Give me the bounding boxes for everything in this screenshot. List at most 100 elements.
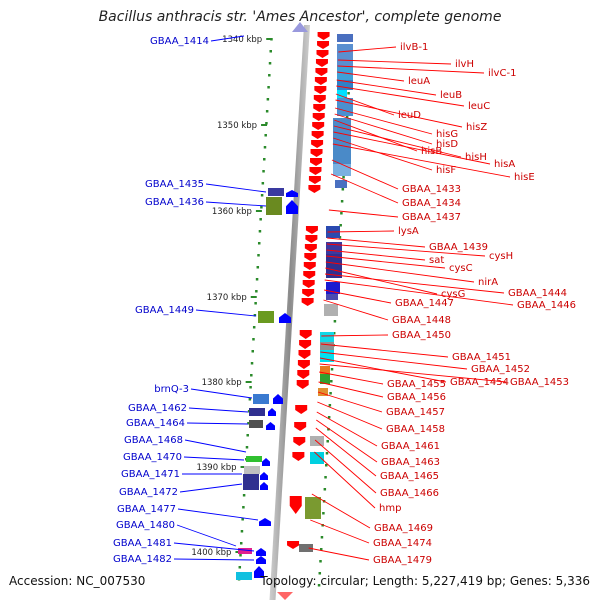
reverse-gene-leader (176, 524, 237, 547)
forward-gene-label: leuB (440, 90, 462, 101)
forward-gene-arrow (297, 360, 310, 369)
forward-gene-arrow (287, 541, 300, 549)
forward-gene-arrow (317, 32, 330, 40)
guide-dot-left (260, 206, 263, 209)
reverse-gene-label: GBAA_1481 (113, 538, 172, 549)
forward-gene-arrow (315, 59, 328, 67)
guide-dot-right (328, 404, 332, 407)
reverse-gene-arrow (259, 518, 271, 526)
forward-gene-label: GBAA_1458 (386, 424, 445, 435)
reverse-gene-arrow (268, 408, 276, 416)
guide-dot-right (324, 476, 327, 479)
forward-gene-label: GBAA_1448 (392, 315, 451, 326)
guide-dot-left (248, 398, 252, 401)
forward-gene-label: hisD (436, 139, 458, 150)
reverse-gene-leader (205, 201, 267, 207)
forward-gene-leader (317, 401, 383, 430)
forward-gene-leader (319, 363, 507, 383)
forward-gene-leader (338, 46, 397, 53)
reverse-gene-label: GBAA_1436 (145, 197, 204, 208)
forward-gene-leader (310, 519, 370, 544)
guide-dot-left (263, 146, 267, 149)
guide-dot-right (329, 392, 332, 395)
forward-gene-arrow (304, 253, 317, 261)
forward-gene-leader (320, 343, 449, 358)
guide-dot-right (332, 332, 336, 335)
forward-gene-label: GBAA_1446 (517, 300, 576, 311)
forward-gene-label: GBAA_1474 (373, 538, 432, 549)
feature-block (238, 548, 252, 554)
reverse-gene-leader (205, 183, 267, 193)
forward-gene-leader (337, 59, 452, 65)
forward-gene-label: hisH (465, 152, 487, 163)
forward-gene-arrow (311, 131, 324, 139)
forward-gene-arrow (308, 185, 321, 193)
guide-dot-right (323, 488, 327, 491)
forward-gene-label: GBAA_1469 (374, 523, 433, 534)
feature-block (320, 332, 334, 342)
feature-block (253, 394, 269, 404)
forward-gene-leader (311, 493, 371, 529)
feature-block (249, 408, 265, 416)
forward-gene-label: GBAA_1457 (386, 407, 445, 418)
guide-dot-left (258, 230, 262, 233)
guide-dot-left (238, 566, 242, 569)
forward-gene-arrow (302, 280, 315, 288)
forward-gene-label: GBAA_1455 (387, 379, 446, 390)
forward-gene-label: GBAA_1439 (429, 242, 488, 253)
forward-gene-arrow (295, 405, 308, 414)
forward-gene-label: GBAA_1437 (402, 212, 461, 223)
feature-block (337, 34, 353, 42)
guide-dot-left (241, 518, 244, 521)
guide-dot-left (255, 278, 259, 281)
forward-gene-label: ilvB-1 (400, 42, 428, 53)
reverse-gene-arrow (254, 566, 264, 578)
guide-dot-left (251, 350, 254, 353)
feature-block (310, 452, 324, 464)
guide-dot-left (249, 386, 252, 389)
reverse-gene-label: GBAA_1477 (117, 504, 176, 515)
forward-gene-leader (337, 65, 485, 74)
reverse-gene-leader (183, 456, 245, 461)
forward-gene-leader (331, 159, 399, 190)
forward-gene-leader (326, 249, 426, 261)
forward-gene-arrow (311, 140, 324, 148)
forward-gene-label: ilvC-1 (488, 68, 516, 79)
guide-dot-left (266, 98, 270, 101)
reverse-gene-label: GBAA_1472 (119, 487, 178, 498)
forward-gene-arrow (314, 77, 327, 85)
forward-gene-leader (333, 131, 491, 165)
reverse-gene-leader (177, 508, 259, 521)
forward-gene-arrow (305, 235, 318, 243)
forward-gene-label: cysH (489, 251, 513, 262)
forward-gene-label: hmp (379, 503, 401, 514)
forward-gene-leader (316, 419, 378, 463)
reverse-gene-leader (173, 542, 255, 552)
forward-gene-label: GBAA_1479 (373, 555, 432, 566)
reverse-gene-label: GBAA_1435 (145, 179, 204, 190)
reverse-gene-leader (186, 422, 249, 425)
forward-gene-leader (323, 299, 389, 321)
reverse-gene-leader (173, 558, 255, 561)
forward-gene-leader (326, 243, 486, 257)
forward-gene-leader (337, 71, 405, 82)
genome-info-label: Topology: circular; Length: 5,227,419 bp… (260, 574, 590, 588)
forward-gene-arrow (299, 340, 312, 349)
reverse-gene-arrow (266, 422, 275, 430)
forward-gene-label: leuC (468, 101, 490, 112)
forward-gene-arrow (312, 122, 325, 130)
guide-dot-left (250, 362, 254, 365)
reverse-gene-label: GBAA_1482 (113, 554, 172, 565)
forward-gene-label: hisE (514, 172, 535, 183)
forward-gene-leader (326, 255, 446, 269)
guide-dot-left (250, 374, 253, 377)
feature-block (324, 304, 338, 316)
reverse-gene-leader (195, 309, 257, 317)
forward-gene-leader (318, 381, 384, 398)
scale-tick-label: 1400 kbp (191, 548, 231, 558)
guide-dot-right (317, 584, 321, 587)
guide-dot-right (339, 224, 342, 227)
reverse-gene-arrow (260, 472, 268, 480)
forward-gene-arrow (304, 244, 317, 252)
feature-block (318, 388, 328, 396)
